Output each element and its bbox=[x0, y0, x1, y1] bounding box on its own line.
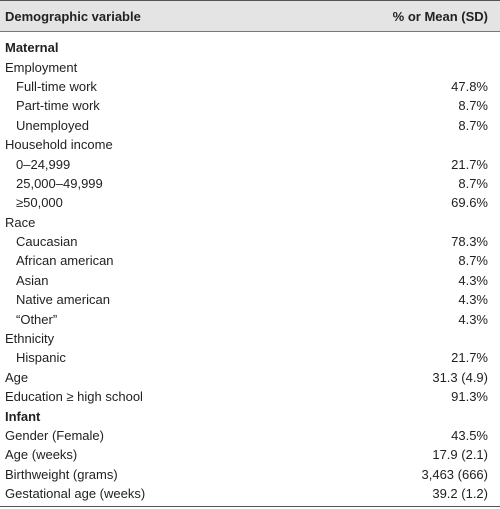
row-label: Maternal bbox=[5, 40, 59, 56]
table-row: Age 31.3 (4.9) bbox=[0, 368, 500, 387]
table-row: Maternal bbox=[0, 38, 500, 57]
table-row: Education ≥ high school 91.3% bbox=[0, 387, 500, 406]
table-row: Infant bbox=[0, 406, 500, 425]
row-value: 4.3% bbox=[458, 311, 488, 327]
table-row: Native american 4.3% bbox=[0, 290, 500, 309]
row-label: Hispanic bbox=[16, 350, 66, 366]
row-label: Employment bbox=[5, 59, 78, 75]
table-body: Maternal Employment Full-time work 47.8% Par… bbox=[0, 32, 500, 503]
row-label: Asian bbox=[16, 272, 49, 288]
row-value: 78.3% bbox=[451, 234, 488, 250]
table-row: Caucasian 78.3% bbox=[0, 232, 500, 251]
row-label: Full-time work bbox=[16, 78, 97, 94]
row-label: Household income bbox=[5, 137, 113, 153]
row-value: 4.3% bbox=[458, 272, 488, 288]
row-label: Unemployed bbox=[16, 117, 89, 133]
row-label: Age bbox=[5, 369, 29, 385]
row-value: 69.6% bbox=[451, 195, 488, 211]
row-label: Part-time work bbox=[16, 98, 100, 114]
row-value: 31.3 (4.9) bbox=[432, 369, 488, 385]
row-value: 39.2 (1.2) bbox=[432, 486, 488, 502]
row-label: Ethnicity bbox=[5, 331, 55, 347]
row-label: Native american bbox=[16, 292, 110, 308]
row-label: Age (weeks) bbox=[5, 447, 78, 463]
row-value: 17.9 (2.1) bbox=[432, 447, 488, 463]
table-row: 25,000–49,999 8.7% bbox=[0, 174, 500, 193]
table-header: Demographic variable % or Mean (SD) bbox=[0, 1, 500, 32]
table-row: Part-time work 8.7% bbox=[0, 96, 500, 115]
table-row: Birthweight (grams) 3,463 (666) bbox=[0, 465, 500, 484]
row-value: 8.7% bbox=[458, 253, 488, 269]
header-cell: % or Mean (SD) bbox=[392, 8, 488, 24]
header-cell: Demographic variable bbox=[5, 8, 141, 24]
row-value: 8.7% bbox=[458, 175, 488, 191]
row-value: 43.5% bbox=[451, 428, 488, 443]
table-row: Asian 4.3% bbox=[0, 271, 500, 290]
table-row: “Other” 4.3% bbox=[0, 309, 500, 328]
table-row: Race bbox=[0, 213, 500, 232]
row-label: Gender (Female) bbox=[5, 428, 104, 443]
row-value: 21.7% bbox=[451, 350, 488, 366]
row-value: 4.3% bbox=[458, 292, 488, 308]
row-value: 21.7% bbox=[451, 156, 488, 172]
row-label: ≥50,000 bbox=[16, 195, 63, 211]
table-row: Unemployed 8.7% bbox=[0, 116, 500, 135]
table-row: Gender (Female) 43.5% bbox=[0, 426, 500, 445]
row-value: 8.7% bbox=[458, 117, 488, 133]
table-row: Gestational age (weeks) 39.2 (1.2) bbox=[0, 484, 500, 503]
row-label: Gestational age (weeks) bbox=[5, 486, 146, 502]
row-label: Birthweight (grams) bbox=[5, 466, 118, 482]
row-value: 3,463 (666) bbox=[421, 466, 489, 482]
row-label: Infant bbox=[5, 408, 41, 424]
row-label: “Other” bbox=[16, 311, 58, 327]
row-value: 47.8% bbox=[451, 78, 488, 94]
row-label: 25,000–49,999 bbox=[16, 175, 103, 191]
table-row: Full-time work 47.8% bbox=[0, 77, 500, 96]
table-row: Age (weeks) 17.9 (2.1) bbox=[0, 445, 500, 464]
table-row: 0–24,999 21.7% bbox=[0, 154, 500, 173]
table-row: Ethnicity bbox=[0, 329, 500, 348]
row-label: 0–24,999 bbox=[16, 156, 71, 172]
row-value: 91.3% bbox=[451, 389, 488, 405]
table-row: Household income bbox=[0, 135, 500, 154]
row-label: Race bbox=[5, 214, 36, 230]
table-row: African american 8.7% bbox=[0, 251, 500, 270]
row-label: Education ≥ high school bbox=[5, 389, 143, 405]
row-label: African american bbox=[16, 253, 114, 269]
row-value: 8.7% bbox=[458, 98, 488, 114]
row-label: Caucasian bbox=[16, 234, 78, 250]
table-row: ≥50,000 69.6% bbox=[0, 193, 500, 212]
table-row: Hispanic 21.7% bbox=[0, 348, 500, 367]
table-row: Employment bbox=[0, 57, 500, 76]
